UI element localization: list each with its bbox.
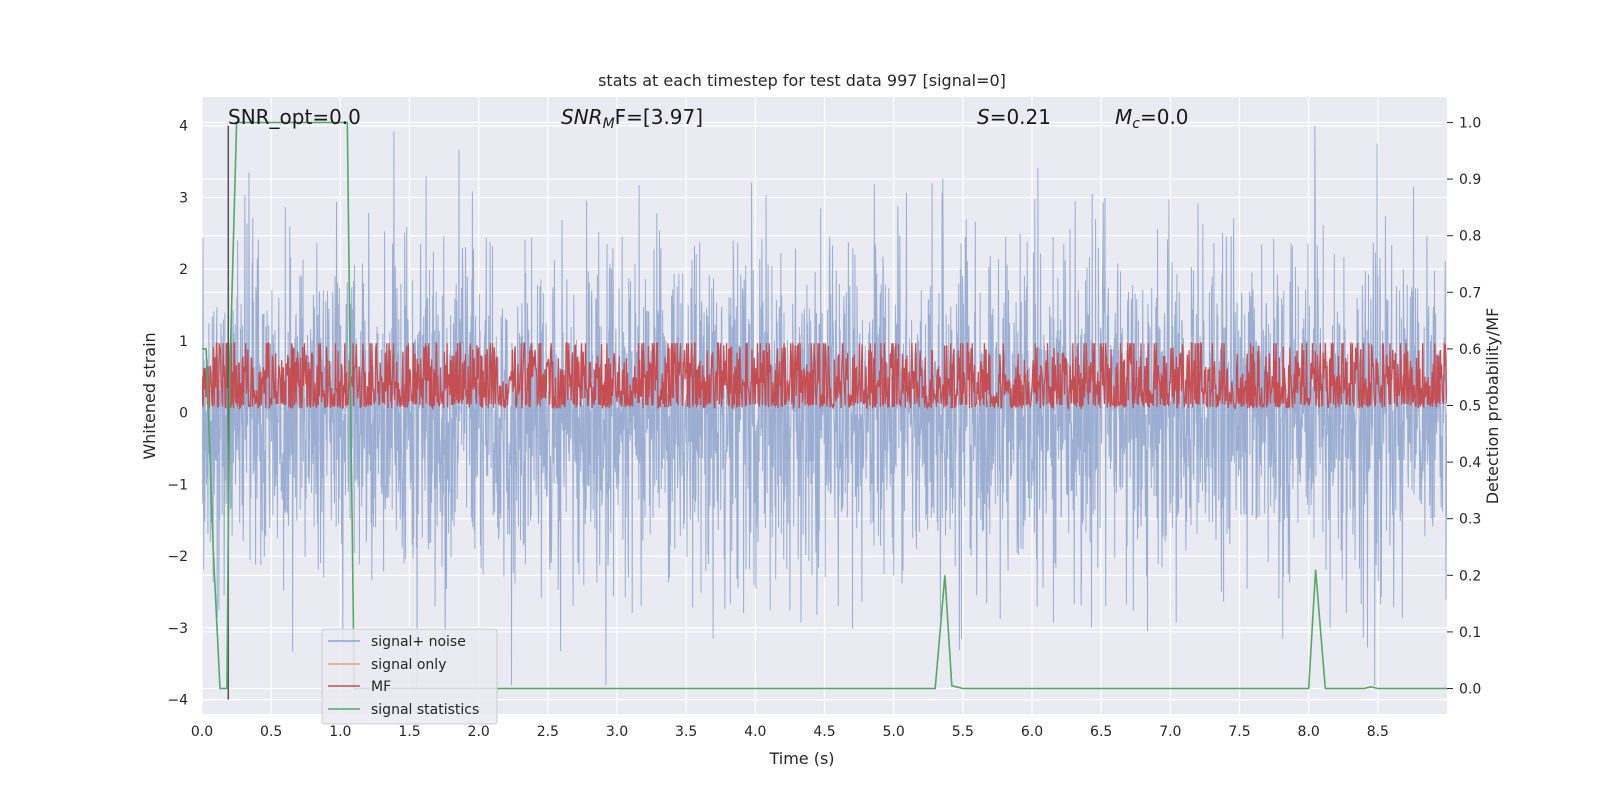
y-tick-label: −3 [167, 621, 188, 637]
y2-tick-labels: 1.0 0.9 0.8 0.7 0.6 0.5 0.4 0.3 0.2 0.1 0.0 [1447, 115, 1481, 698]
x-tick-label: 0.5 [260, 724, 282, 740]
chart-title: stats at each timestep for test data 997… [598, 71, 1006, 90]
x-tick-label: 2.5 [537, 724, 559, 740]
legend: signal+ noise signal only MF signal stat… [321, 628, 498, 725]
x-tick-label: 2.0 [468, 724, 490, 740]
x-axis-label: Time (s) [768, 749, 834, 768]
x-tick-label: 4.5 [813, 724, 835, 740]
series-signal-statistics [202, 121, 1447, 690]
s-statistic-annotation: S=0.21 [977, 105, 1051, 129]
legend-label-signal-plus-noise: signal+ noise [371, 634, 466, 650]
y-tick-label: 4 [179, 119, 188, 135]
y-tick-label: 2 [179, 262, 188, 278]
x-tick-label: 8.0 [1298, 724, 1320, 740]
y2-tick-label: 0.2 [1459, 568, 1481, 584]
y2-tick-label: 0.4 [1459, 455, 1481, 471]
y2-tick-label: 0.9 [1459, 172, 1481, 188]
legend-label-signal-statistics: signal statistics [371, 702, 479, 718]
legend-box [321, 628, 498, 725]
y-tick-label: −1 [167, 477, 188, 493]
y2-tick-label: 0.5 [1459, 399, 1481, 415]
x-tick-label: 7.5 [1228, 724, 1250, 740]
x-tick-label: 0.0 [191, 724, 213, 740]
plot-area [202, 121, 1447, 700]
x-tick-label: 6.5 [1090, 724, 1112, 740]
y2-tick-label: 0.1 [1459, 625, 1481, 641]
x-tick-labels: 0.0 0.5 1.0 1.5 2.0 2.5 3.0 3.5 4.0 4.5 5.0 5.5 6.0 6… [191, 724, 1389, 740]
y2-tick-label: 0.7 [1459, 285, 1481, 301]
y-tick-label: −2 [167, 549, 188, 565]
x-tick-label: 1.5 [398, 724, 420, 740]
x-tick-label: 1.0 [329, 724, 351, 740]
x-tick-label: 3.5 [675, 724, 697, 740]
x-tick-label: 7.0 [1159, 724, 1181, 740]
x-tick-label: 5.0 [883, 724, 905, 740]
y-tick-label: 1 [179, 334, 188, 350]
snr-mf-annotation: SNRMF=[3.97] [561, 105, 703, 132]
y2-tick-label: 0.6 [1459, 342, 1481, 358]
y2-tick-label: 0.3 [1459, 512, 1481, 528]
y-axis-label: Whitened strain [140, 332, 159, 459]
mc-annotation: Mc=0.0 [1115, 105, 1189, 132]
x-tick-label: 4.0 [744, 724, 766, 740]
legend-label-mf: MF [371, 679, 391, 695]
series-mf [202, 340, 1447, 411]
y-tick-label: 3 [179, 190, 188, 206]
y-tick-label: −4 [167, 693, 188, 709]
y2-tick-label: 1.0 [1459, 115, 1481, 131]
x-tick-label: 5.5 [952, 724, 974, 740]
legend-label-signal-only: signal only [371, 657, 446, 673]
y2-axis-label: Detection probability/MF [1483, 308, 1502, 505]
y-tick-labels: 4 3 2 1 0 −1 −2 −3 −4 [167, 119, 188, 709]
snr-opt-annotation: SNR_opt=0.0 [228, 105, 361, 129]
y2-tick-label: 0.8 [1459, 229, 1481, 245]
y2-tick-label: 0.0 [1459, 682, 1481, 698]
x-tick-label: 6.0 [1021, 724, 1043, 740]
x-tick-label: 8.5 [1367, 724, 1389, 740]
y-tick-label: 0 [179, 406, 188, 422]
x-tick-label: 3.0 [606, 724, 628, 740]
